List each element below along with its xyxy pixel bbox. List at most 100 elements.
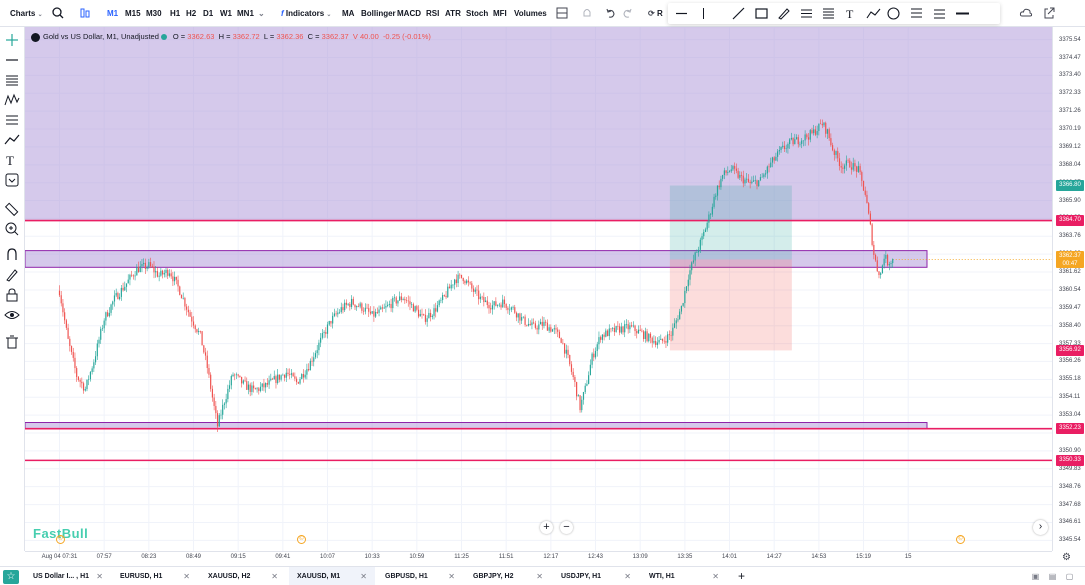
tab-usdjpy-h1[interactable]: USDJPY, H1 ✕	[553, 567, 639, 585]
more-tools-icon[interactable]	[4, 172, 20, 188]
economic-event-icon[interactable]: ©	[297, 535, 306, 544]
zoom-in-button[interactable]: +	[540, 521, 553, 534]
gann-fan-icon[interactable]	[909, 6, 924, 21]
interval-h1[interactable]: H1	[170, 9, 181, 18]
fullscreen-icon[interactable]	[1042, 5, 1056, 21]
trend-line-icon[interactable]	[731, 6, 746, 21]
candle-body	[697, 249, 700, 253]
interval-h2[interactable]: H2	[186, 9, 197, 18]
minimize-window-icon[interactable]: ▣	[1031, 572, 1040, 581]
crosshair-icon[interactable]	[4, 32, 20, 48]
circle-icon[interactable]	[886, 6, 901, 21]
time-axis[interactable]: Aug 04 07:31 07:57 08:23 08:49 09:15 09:41 10:…	[25, 551, 1052, 565]
close-tab-icon[interactable]: ✕	[712, 572, 719, 581]
favorites-star-icon[interactable]: ☆	[3, 570, 19, 584]
candle-body	[764, 173, 767, 175]
economic-event-icon[interactable]: ©	[956, 535, 965, 544]
interval-dropdown-icon[interactable]: ⌄	[258, 9, 265, 18]
indicator-bollinger[interactable]: Bollinger	[361, 9, 396, 18]
forecast-tool-icon[interactable]	[4, 112, 20, 128]
candle-body	[766, 166, 768, 174]
text-tool-icon[interactable]: T	[844, 6, 859, 21]
close-tab-icon[interactable]: ✕	[271, 572, 278, 581]
scroll-to-realtime-button[interactable]: ›	[1033, 520, 1048, 535]
interval-mn1[interactable]: MN1	[237, 9, 254, 18]
candle-body	[393, 297, 396, 299]
close-tab-icon[interactable]: ✕	[624, 572, 631, 581]
tab-us-dollar-index-h1[interactable]: US Dollar I... , H1 ✕	[25, 567, 111, 585]
price-axis[interactable]: 3375.54 3374.47 3373.40 3372.33 3371.26 3370.…	[1052, 27, 1085, 551]
charts-menu-button[interactable]: Charts ⌄	[10, 6, 43, 21]
candle-body	[258, 388, 260, 391]
close-tab-icon[interactable]: ✕	[183, 572, 190, 581]
pattern-tool-icon[interactable]	[4, 92, 20, 108]
tab-wti-h1[interactable]: WTI, H1 ✕	[641, 567, 727, 585]
zoom-in-icon[interactable]	[4, 221, 20, 237]
layout-window-icon[interactable]: ▤	[1048, 572, 1057, 581]
candle-body	[830, 138, 832, 146]
fib-retracement-icon[interactable]	[821, 6, 836, 21]
close-tab-icon[interactable]: ✕	[448, 572, 455, 581]
eye-icon[interactable]	[4, 307, 20, 323]
indicator-stoch[interactable]: Stoch	[466, 9, 489, 18]
pitchfork-icon[interactable]	[799, 6, 814, 21]
close-tab-icon[interactable]: ✕	[536, 572, 543, 581]
candlestick-chart-svg[interactable]	[25, 27, 1052, 551]
interval-m15[interactable]: M15	[125, 9, 141, 18]
redo-icon[interactable]	[620, 5, 634, 21]
candle-body	[311, 360, 313, 362]
trash-icon[interactable]	[4, 334, 20, 350]
compare-symbols-icon[interactable]	[78, 5, 92, 21]
fib-tool-icon[interactable]	[4, 72, 20, 88]
path-icon[interactable]	[866, 6, 881, 21]
interval-m30[interactable]: M30	[146, 9, 162, 18]
ray-icon[interactable]	[955, 6, 970, 21]
channel-icon[interactable]	[932, 6, 947, 21]
price-level-value: 3362.37	[1059, 252, 1081, 259]
indicator-rsi[interactable]: RSI	[426, 9, 440, 18]
price-chart[interactable]: Gold vs US Dollar, M1, Unadjusted O = 336…	[25, 27, 1052, 551]
ruler-icon[interactable]	[4, 201, 20, 217]
replay-button[interactable]: ⟳ R	[648, 6, 663, 21]
candle-body	[694, 252, 696, 261]
tab-gbpjpy-h2[interactable]: GBPJPY, H2 ✕	[465, 567, 551, 585]
economic-event-icon[interactable]: ©	[56, 535, 65, 544]
interval-m1[interactable]: M1	[107, 9, 119, 18]
time-tick-label: 15	[904, 554, 912, 560]
trend-tool-icon[interactable]	[4, 132, 20, 148]
indicator-volumes[interactable]: Volumes	[514, 9, 547, 18]
tab-xauusd-m1[interactable]: XAUUSD, M1 ✕	[289, 567, 375, 585]
horizontal-line-icon[interactable]	[674, 6, 689, 21]
indicator-ma[interactable]: MA	[342, 9, 355, 18]
vertical-line-icon[interactable]	[696, 6, 711, 21]
line-tool-icon[interactable]	[4, 52, 20, 68]
interval-d1[interactable]: D1	[203, 9, 214, 18]
text-tool-icon[interactable]: T	[4, 152, 20, 168]
rectangle-icon[interactable]	[754, 6, 769, 21]
brush-icon[interactable]	[776, 6, 791, 21]
cloud-save-icon[interactable]	[1019, 5, 1033, 21]
candle-body	[478, 290, 480, 300]
tab-xauusd-h2[interactable]: XAUUSD, H2 ✕	[200, 567, 286, 585]
expand-window-icon[interactable]: ▢	[1065, 572, 1074, 581]
indicator-mfi[interactable]: MFI	[493, 9, 507, 18]
tab-gbpusd-h1[interactable]: GBPUSD, H1 ✕	[377, 567, 463, 585]
undo-icon[interactable]	[604, 5, 618, 21]
candle-body	[151, 266, 153, 267]
tab-eurusd-h1[interactable]: EURUSD, H1 ✕	[112, 567, 198, 585]
close-tab-icon[interactable]: ✕	[360, 572, 367, 581]
interval-w1[interactable]: W1	[220, 9, 232, 18]
stay-in-drawing-mode-icon[interactable]	[4, 267, 20, 283]
close-tab-icon[interactable]: ✕	[96, 572, 103, 581]
chart-settings-gear-icon[interactable]: ⚙	[1062, 552, 1071, 563]
layout-icon[interactable]	[555, 5, 569, 21]
zoom-out-button[interactable]: −	[560, 521, 573, 534]
magnet-icon[interactable]	[4, 247, 20, 263]
alert-icon[interactable]	[580, 5, 594, 21]
indicators-button[interactable]: f Indicators ⌄	[281, 6, 331, 21]
lock-icon[interactable]	[4, 287, 20, 303]
indicator-macd[interactable]: MACD	[397, 9, 421, 18]
search-icon[interactable]	[51, 5, 65, 21]
indicator-atr[interactable]: ATR	[445, 9, 461, 18]
add-tab-button[interactable]: +	[738, 569, 746, 583]
